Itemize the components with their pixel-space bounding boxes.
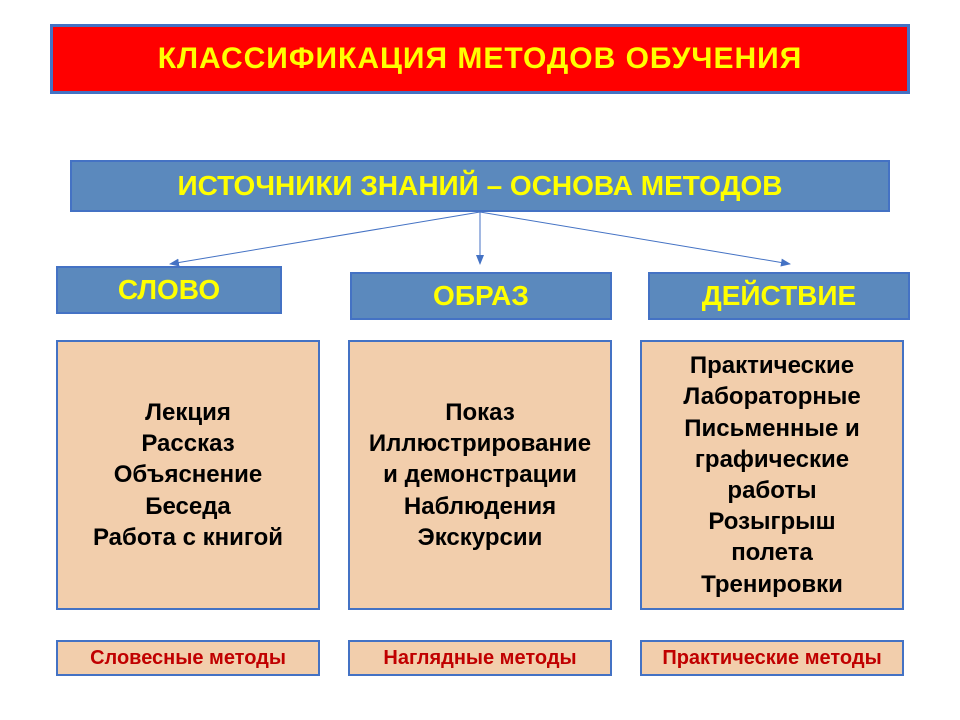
category-header-0: СЛОВО: [56, 266, 282, 314]
content-line: Розыгрыш: [708, 506, 835, 537]
content-line: Экскурсии: [418, 522, 543, 553]
content-line: графические: [695, 444, 849, 475]
category-footer-2: Практические методы: [640, 640, 904, 676]
category-header-2: ДЕЙСТВИЕ: [648, 272, 910, 320]
content-line: полета: [731, 537, 813, 568]
content-line: Показ: [445, 397, 515, 428]
category-header-1: ОБРАЗ: [350, 272, 612, 320]
content-line: Тренировки: [701, 569, 843, 600]
category-content-2: ПрактическиеЛабораторныеПисьменные играф…: [640, 340, 904, 610]
content-line: Практические: [690, 350, 854, 381]
content-line: Работа с книгой: [93, 522, 283, 553]
subtitle-text: ИСТОЧНИКИ ЗНАНИЙ – ОСНОВА МЕТОДОВ: [177, 170, 782, 202]
category-content-1: ПоказИллюстрированиеи демонстрацииНаблюд…: [348, 340, 612, 610]
content-line: Наблюдения: [404, 491, 556, 522]
content-line: Беседа: [145, 491, 231, 522]
content-line: Письменные и: [684, 413, 859, 444]
category-footer-0: Словесные методы: [56, 640, 320, 676]
content-line: Лабораторные: [683, 381, 860, 412]
category-footer-1: Наглядные методы: [348, 640, 612, 676]
title-text: КЛАССИФИКАЦИЯ МЕТОДОВ ОБУЧЕНИЯ: [158, 42, 803, 76]
content-line: и демонстрации: [383, 459, 577, 490]
subtitle-banner: ИСТОЧНИКИ ЗНАНИЙ – ОСНОВА МЕТОДОВ: [70, 160, 890, 212]
category-content-0: ЛекцияРассказОбъяснениеБеседаРабота с кн…: [56, 340, 320, 610]
content-line: Лекция: [145, 397, 231, 428]
content-line: Рассказ: [141, 428, 234, 459]
content-line: работы: [727, 475, 816, 506]
title-banner: КЛАССИФИКАЦИЯ МЕТОДОВ ОБУЧЕНИЯ: [50, 24, 910, 94]
content-line: Объяснение: [114, 459, 262, 490]
content-line: Иллюстрирование: [369, 428, 591, 459]
